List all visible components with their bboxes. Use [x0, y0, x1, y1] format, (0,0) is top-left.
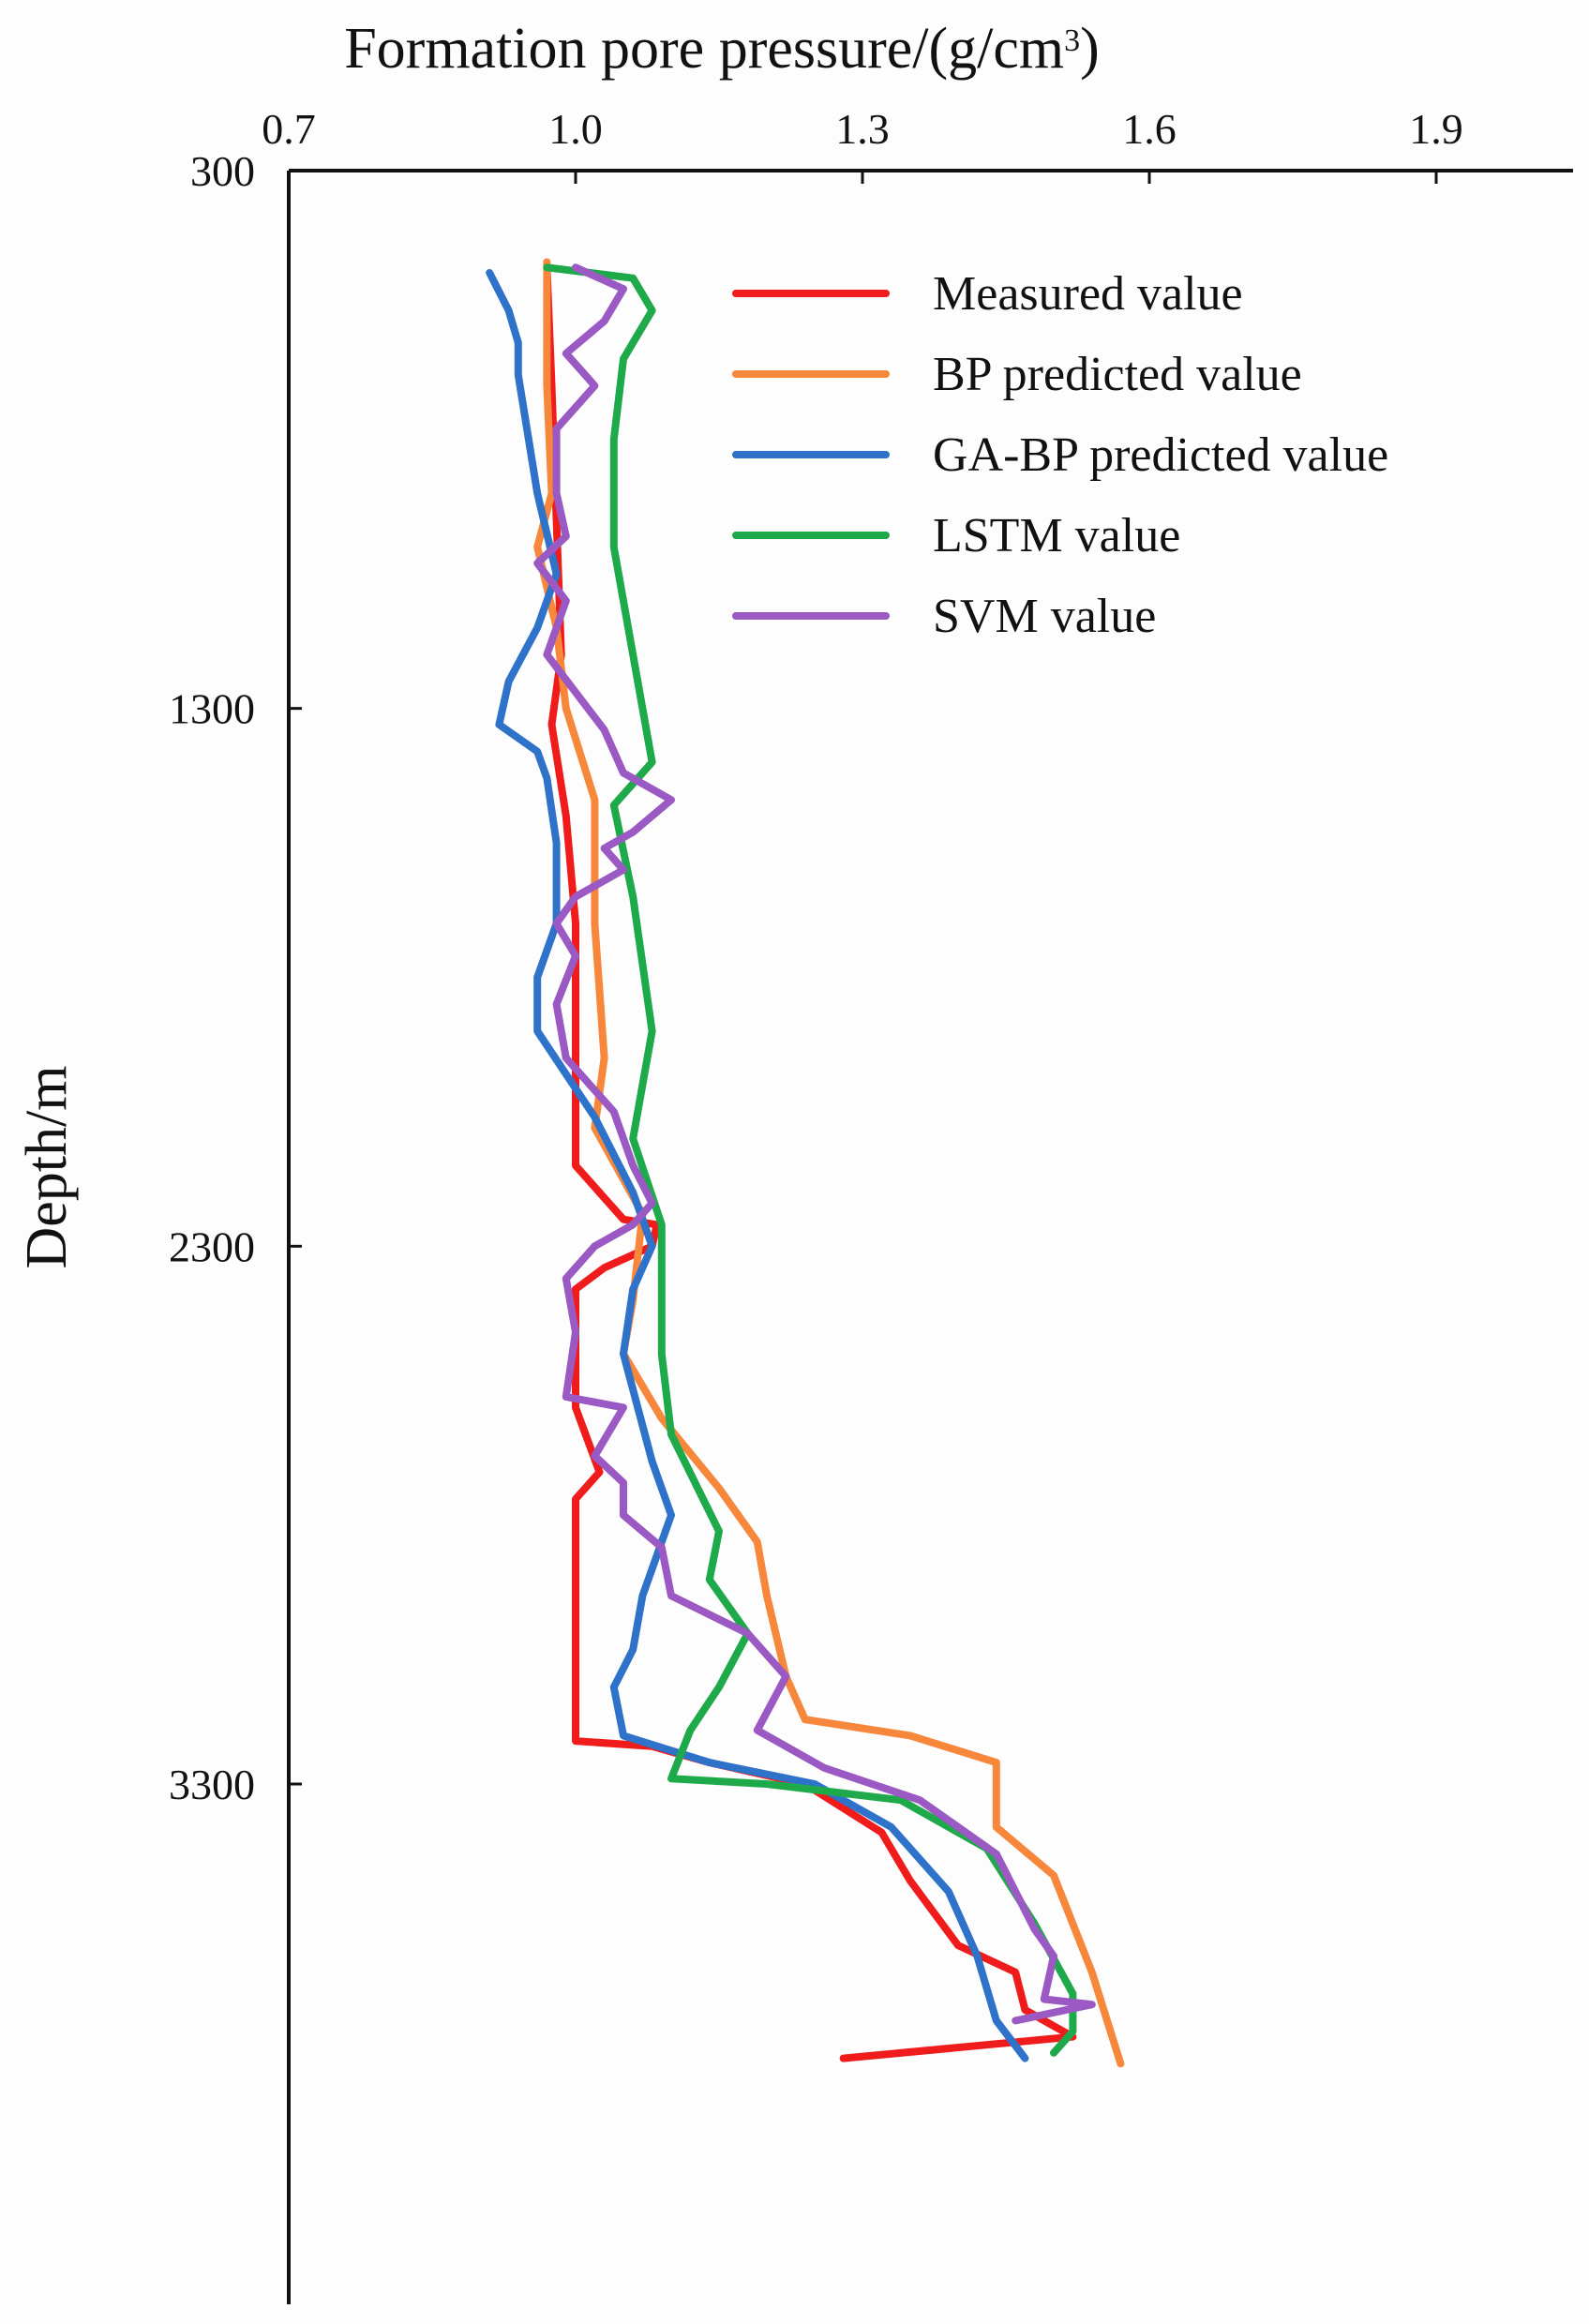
legend-label: GA-BP predicted value	[933, 428, 1388, 482]
legend-label: LSTM value	[933, 509, 1180, 562]
x-tick-label: 1.0	[548, 105, 603, 153]
x-tick-label: 1.3	[835, 105, 890, 153]
legend: Measured value BP predicted value GA-BP pr…	[732, 267, 1388, 643]
series-line-5	[533, 263, 1096, 2025]
x-axis-title-main: Formation pore pressure/(g/cm	[344, 17, 1064, 81]
legend-label: SVM value	[933, 590, 1156, 643]
y-tick-label: 1300	[169, 685, 255, 733]
series-lines	[486, 258, 1125, 2068]
x-axis-title-end: )	[1080, 17, 1100, 81]
y-axis-title: Depth/m	[15, 1066, 79, 1269]
x-tick-label: 0.7	[262, 105, 316, 153]
x-axis-title: Formation pore pressure/(g/cm3)	[344, 17, 1100, 81]
x-tick-label: 1.9	[1409, 105, 1463, 153]
legend-label: Measured value	[933, 267, 1243, 321]
x-tick-label: 1.6	[1122, 105, 1177, 153]
axes: 0.7 1.0 1.3 1.6 1.9 300 1300 2300 3300	[169, 105, 1573, 2304]
y-tick-label: 2300	[169, 1222, 255, 1270]
y-tick-label: 3300	[169, 1761, 255, 1808]
legend-label: BP predicted value	[933, 348, 1302, 401]
series-line-4	[543, 263, 1077, 2057]
series-line-1	[543, 263, 1077, 2062]
x-axis-title-sup: 3	[1064, 23, 1080, 58]
y-tick-label: 300	[190, 147, 255, 195]
